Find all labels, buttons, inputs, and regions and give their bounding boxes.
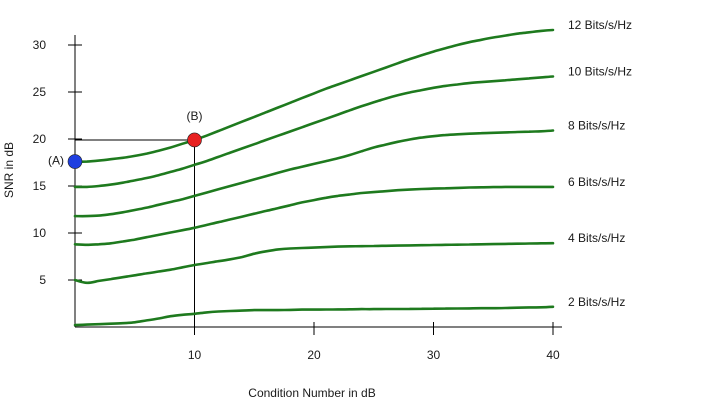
series-line bbox=[73, 129, 555, 218]
series-line bbox=[73, 305, 555, 327]
series-label: 8 Bits/s/Hz bbox=[568, 119, 625, 133]
series-label: 6 Bits/s/Hz bbox=[568, 175, 625, 189]
series-line bbox=[73, 28, 555, 163]
series-lines bbox=[73, 28, 555, 327]
series-label: 10 Bits/s/Hz bbox=[568, 64, 632, 78]
series-label: 4 Bits/s/Hz bbox=[568, 231, 625, 245]
series-line bbox=[73, 241, 555, 285]
x-axis-title: Condition Number in dB bbox=[248, 386, 375, 400]
series-labels: 2 Bits/s/Hz 4 Bits/s/Hz 6 Bits/s/Hz 8 Bits/… bbox=[568, 18, 632, 309]
point-marker bbox=[67, 154, 83, 169]
series-label: 2 Bits/s/Hz bbox=[568, 295, 625, 309]
x-tick-label: 10 bbox=[188, 348, 202, 362]
y-axis-title: SNR in dB bbox=[2, 142, 16, 198]
y-tick-label: 5 bbox=[39, 273, 46, 287]
series-label: 12 Bits/s/Hz bbox=[568, 18, 632, 32]
marked-points: (A) (B) bbox=[48, 109, 203, 169]
y-tick-label: 20 bbox=[33, 132, 47, 146]
axes: 10 20 30 40 5 10 15 20 25 30 bbox=[33, 35, 562, 362]
series-line bbox=[73, 75, 555, 189]
reference-guides bbox=[75, 139, 195, 327]
y-tick-label: 25 bbox=[33, 85, 47, 99]
y-tick-label: 10 bbox=[33, 226, 47, 240]
x-tick-label: 30 bbox=[427, 348, 441, 362]
y-tick-label: 15 bbox=[33, 179, 47, 193]
point-label: (A) bbox=[48, 154, 64, 168]
x-tick-label: 20 bbox=[307, 348, 321, 362]
y-tick-label: 30 bbox=[33, 38, 47, 52]
series-line bbox=[73, 185, 555, 247]
point-marker bbox=[187, 132, 202, 148]
x-tick-label: 40 bbox=[546, 348, 560, 362]
point-label: (B) bbox=[187, 109, 203, 123]
